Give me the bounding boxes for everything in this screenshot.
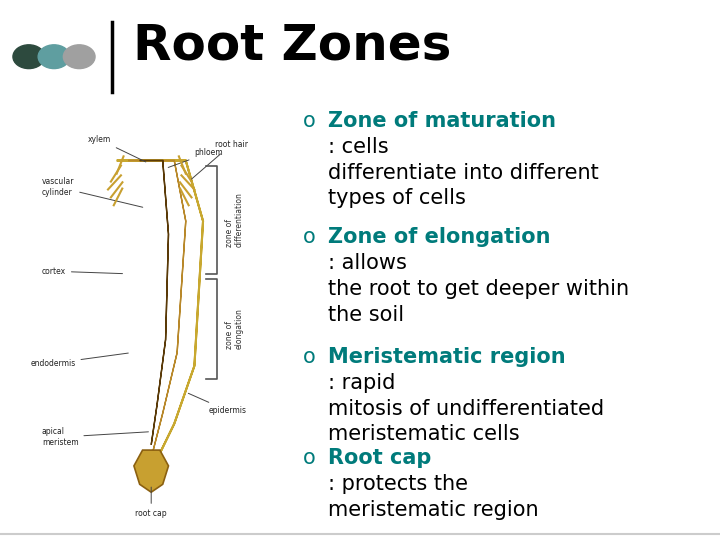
Text: o: o — [302, 227, 315, 247]
Text: endodermis: endodermis — [30, 353, 128, 368]
Text: phloem: phloem — [168, 148, 223, 167]
Text: mitosis of undifferentiated: mitosis of undifferentiated — [328, 399, 604, 418]
Text: zone of
elongation: zone of elongation — [225, 308, 244, 349]
Polygon shape — [134, 450, 168, 492]
Polygon shape — [128, 160, 186, 458]
Text: o: o — [302, 111, 315, 131]
Text: Zone of elongation: Zone of elongation — [328, 227, 550, 247]
Circle shape — [13, 45, 45, 69]
Text: : allows: : allows — [328, 253, 407, 273]
Circle shape — [63, 45, 95, 69]
Text: xylem: xylem — [88, 135, 146, 162]
Text: : cells: : cells — [328, 137, 388, 157]
Text: the root to get deeper within: the root to get deeper within — [328, 279, 629, 299]
Text: zone of
differentiation: zone of differentiation — [225, 192, 244, 247]
Text: Meristematic region: Meristematic region — [328, 347, 565, 367]
Text: o: o — [302, 347, 315, 367]
Text: Root Zones: Root Zones — [133, 22, 451, 70]
Text: types of cells: types of cells — [328, 188, 465, 208]
Text: cortex: cortex — [42, 267, 122, 276]
Text: : rapid: : rapid — [328, 373, 395, 393]
Circle shape — [38, 45, 70, 69]
Text: epidermis: epidermis — [189, 393, 247, 415]
Text: the soil: the soil — [328, 305, 404, 325]
Text: : protects the: : protects the — [328, 474, 467, 494]
Text: root hair: root hair — [191, 140, 248, 180]
Text: o: o — [302, 448, 315, 468]
Text: Zone of maturation: Zone of maturation — [328, 111, 556, 131]
Text: root cap: root cap — [135, 487, 167, 518]
Polygon shape — [140, 160, 168, 445]
Text: Root cap: Root cap — [328, 448, 431, 468]
Text: meristematic cells: meristematic cells — [328, 424, 519, 444]
Polygon shape — [117, 160, 203, 471]
Text: meristematic region: meristematic region — [328, 500, 539, 520]
Text: apical
meristem: apical meristem — [42, 428, 148, 447]
Text: differentiate into different: differentiate into different — [328, 163, 598, 183]
Text: vascular
cylinder: vascular cylinder — [42, 177, 143, 207]
